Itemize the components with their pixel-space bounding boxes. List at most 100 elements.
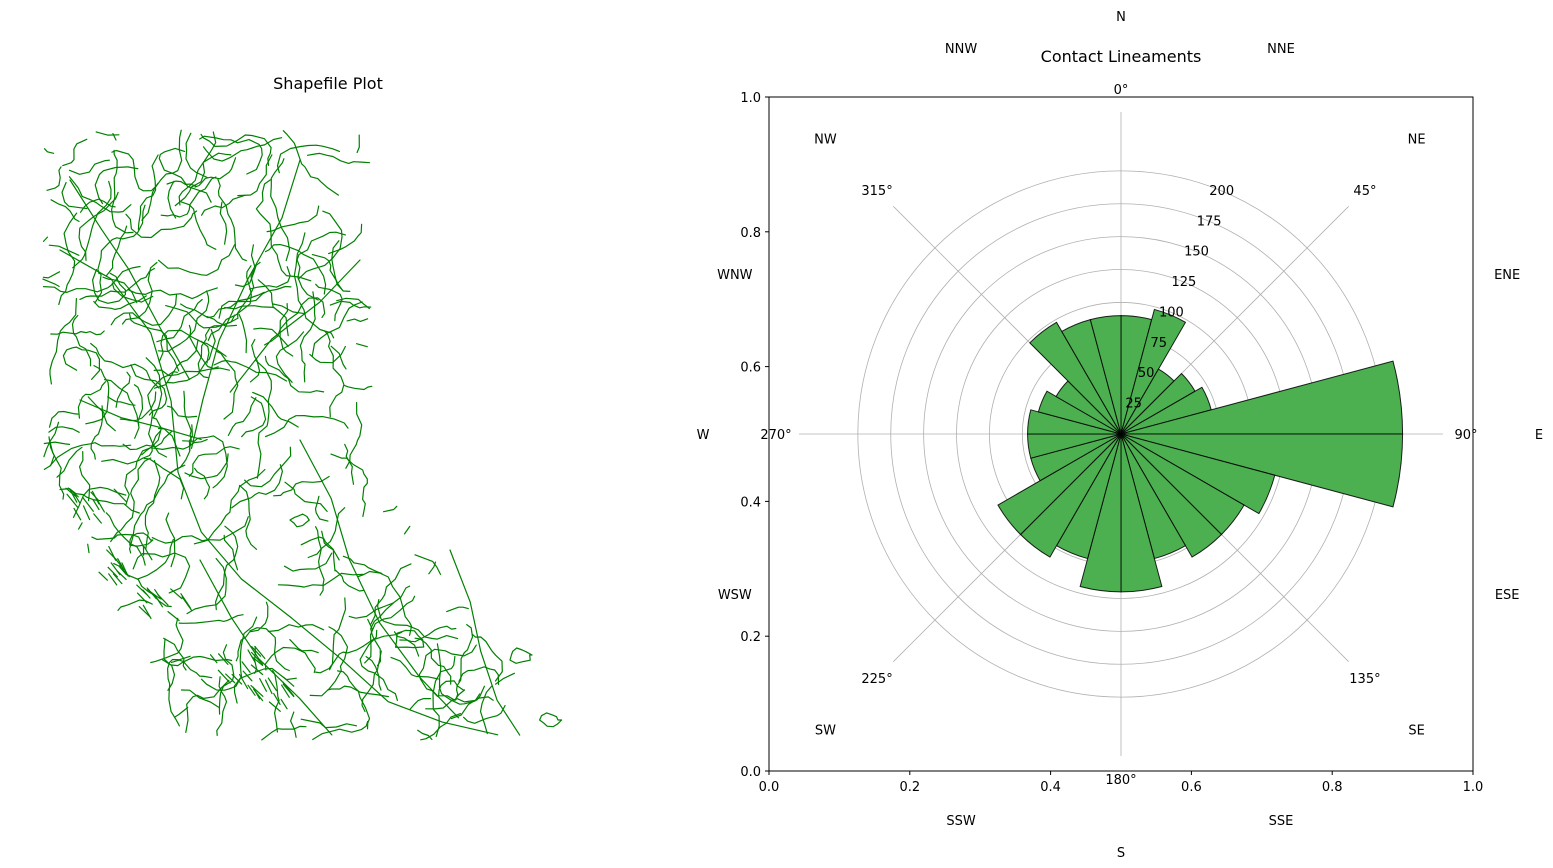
map-contact-line	[266, 205, 320, 233]
y-tick-label: 1.0	[740, 91, 761, 106]
map-contact-line	[144, 460, 161, 550]
map-contact-line	[309, 345, 346, 364]
rose-bar	[997, 433, 1122, 536]
angle-label: 135°	[1349, 672, 1380, 687]
x-tick-label: 0.2	[899, 780, 920, 795]
angle-label: 45°	[1353, 184, 1376, 199]
map-contact-line	[371, 595, 416, 633]
map-contact-line	[91, 533, 145, 556]
angle-labels: 0° 45° 90° 135° 180° 225° 270° 315°	[760, 83, 1477, 788]
map-contact-line	[127, 287, 218, 300]
map-contact-line	[282, 130, 339, 196]
map-contact-line	[267, 677, 277, 692]
map-contact-line	[167, 180, 177, 219]
map-contact-line	[455, 624, 474, 701]
map-contact-line	[197, 314, 236, 379]
map-contact-line	[449, 549, 521, 736]
rose-bar	[1120, 433, 1404, 508]
map-outcrop-polygon	[539, 712, 563, 728]
map-contact-line	[42, 265, 141, 293]
y-tick-label: 0.0	[740, 765, 761, 780]
map-contact-line	[56, 446, 83, 478]
map-contact-line	[130, 364, 168, 416]
map-contact-line	[87, 543, 90, 554]
map-contact-line	[97, 500, 105, 513]
compass-label: ESE	[1495, 588, 1520, 603]
map-contact-line	[272, 303, 306, 315]
map-contact-line	[219, 201, 228, 245]
map-contact-line	[93, 295, 147, 310]
map-contact-line	[158, 244, 236, 276]
map-contact-line	[225, 673, 236, 684]
map-contact-line	[49, 298, 77, 385]
map-contact-line	[68, 176, 132, 213]
map-outcrop-polygon	[395, 629, 425, 649]
map-contact-line	[71, 314, 92, 367]
map-contact-line	[296, 231, 346, 301]
map-contact-line	[249, 338, 261, 383]
map-contact-line	[111, 149, 159, 192]
map-contact-line	[97, 204, 146, 275]
map-contact-line	[290, 711, 297, 738]
map-contact-line	[300, 718, 358, 729]
map-contact-line	[173, 706, 189, 718]
map-contact-line	[150, 617, 184, 664]
map-contact-line	[436, 643, 481, 705]
map-contact-line	[315, 283, 343, 322]
map-contact-line	[137, 154, 159, 230]
map-contact-line	[254, 645, 266, 659]
map-contact-line	[92, 499, 100, 511]
map-contact-line	[213, 359, 288, 382]
map-contact-line	[141, 129, 183, 221]
map-contact-line	[328, 223, 363, 255]
map-contact-line	[42, 278, 60, 287]
map-contact-line	[336, 297, 370, 310]
radial-tick-labels: 25 50 75 100 125 150 175 200	[1125, 184, 1234, 412]
angle-label: 90°	[1454, 428, 1477, 443]
y-tick-label: 0.2	[740, 630, 761, 645]
map-contact-line	[90, 342, 160, 389]
map-contact-line	[264, 244, 327, 295]
map-contact-line	[72, 180, 112, 269]
rose-bar	[1120, 308, 1187, 435]
map-contact-line	[280, 698, 288, 710]
map-contact-line	[250, 664, 264, 676]
map-contact-line	[162, 659, 176, 691]
compass-label: WSW	[718, 588, 752, 603]
map-contact-line	[194, 467, 211, 500]
map-contact-line	[113, 563, 172, 608]
map-contact-line	[200, 340, 210, 364]
map-contact-line	[112, 573, 123, 585]
map-contact-line	[90, 405, 104, 460]
map-contact-line	[315, 631, 403, 674]
map-contact-line	[48, 426, 80, 433]
map-contact-line	[147, 371, 178, 458]
map-contact-line	[46, 166, 62, 191]
map-contact-line	[158, 329, 227, 363]
map-contact-line	[257, 279, 274, 309]
compass-label: E	[1535, 428, 1543, 443]
map-contact-line	[251, 656, 264, 666]
map-outcrop-polygon	[129, 532, 154, 547]
compass-label: SW	[815, 724, 836, 739]
x-axis-ticks: 0.0 0.2 0.4 0.6 0.8 1.0	[759, 771, 1483, 795]
rose-bar	[1120, 433, 1223, 558]
map-contact-line	[276, 144, 341, 174]
x-tick-label: 0.6	[1181, 780, 1202, 795]
map-contact-line	[289, 639, 319, 654]
map-contact-line	[264, 297, 326, 346]
map-contact-line	[327, 685, 389, 698]
map-contact-line	[342, 555, 383, 575]
radial-tick-label: 125	[1172, 275, 1197, 290]
map-contact-line	[160, 176, 217, 218]
map-contact-line	[377, 599, 459, 640]
map-contact-line	[202, 137, 283, 162]
compass-label: WNW	[717, 268, 753, 283]
map-contact-line	[143, 545, 153, 561]
y-axis-ticks: 0.0 0.2 0.4 0.6 0.8 1.0	[740, 91, 769, 780]
map-contact-line	[299, 439, 460, 719]
map-contact-line	[48, 410, 79, 428]
map-contact-line	[59, 249, 499, 736]
map-contact-line	[215, 525, 239, 611]
map-contact-line	[117, 558, 125, 571]
